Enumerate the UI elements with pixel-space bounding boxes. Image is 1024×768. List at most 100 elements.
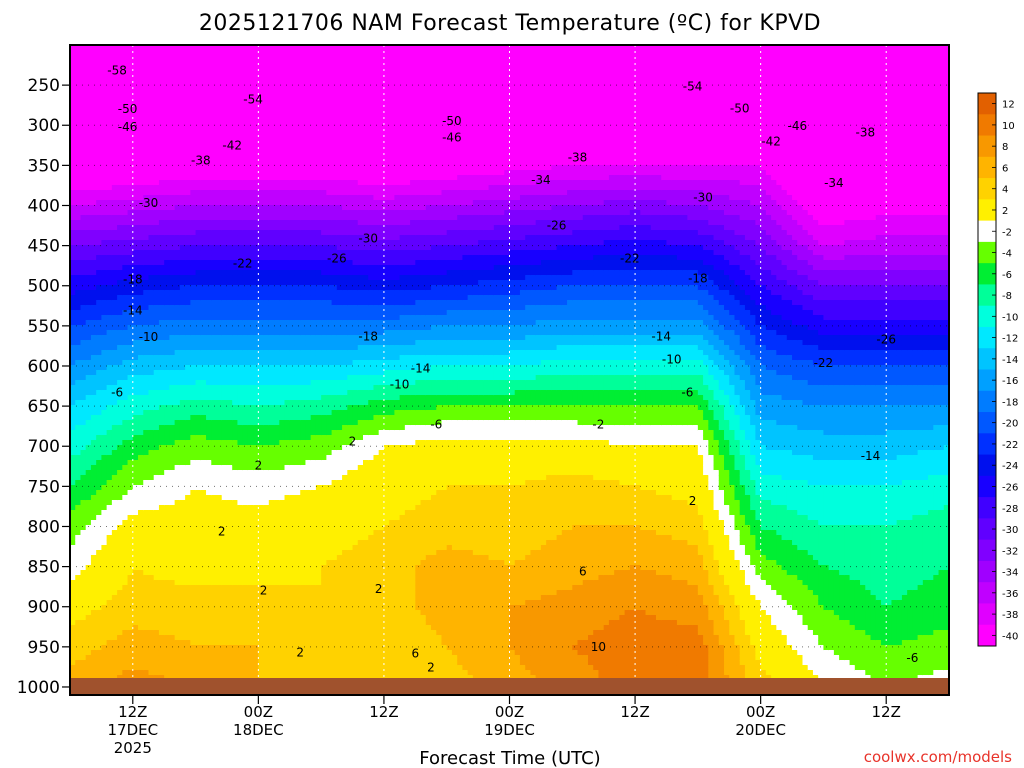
field-cell	[75, 520, 82, 526]
field-cell	[117, 55, 123, 61]
field-cell	[90, 465, 97, 471]
field-cell	[221, 180, 228, 186]
field-cell	[153, 460, 160, 466]
field-cell	[106, 140, 113, 146]
field-cell	[164, 505, 171, 511]
field-cell	[143, 610, 150, 616]
field-cell	[195, 630, 202, 636]
field-cell	[247, 265, 254, 271]
field-cell	[101, 110, 108, 116]
field-cell	[185, 440, 191, 446]
field-cell	[190, 60, 197, 66]
field-cell	[258, 170, 265, 176]
field-cell	[206, 55, 212, 61]
field-cell	[190, 95, 197, 101]
field-cell	[206, 490, 212, 496]
field-cell	[185, 115, 191, 121]
field-cell	[206, 395, 212, 401]
field-cell	[70, 555, 76, 561]
field-cell	[200, 545, 207, 551]
field-cell	[221, 335, 228, 341]
field-cell	[138, 170, 144, 176]
field-cell	[253, 490, 259, 496]
field-cell	[179, 640, 186, 646]
field-cell	[143, 365, 150, 371]
field-cell	[232, 180, 239, 186]
field-cell	[185, 640, 191, 646]
field-cell	[101, 210, 108, 216]
field-cell	[226, 255, 233, 261]
field-cell	[200, 640, 207, 646]
field-cell	[158, 195, 165, 201]
field-cell	[247, 285, 254, 291]
field-cell	[216, 125, 223, 131]
field-cell	[263, 340, 270, 346]
field-cell	[70, 155, 76, 161]
field-cell	[190, 130, 197, 136]
field-cell	[96, 95, 102, 101]
field-cell	[101, 630, 108, 636]
field-cell	[90, 145, 97, 151]
field-cell	[138, 110, 144, 116]
field-cell	[164, 460, 171, 466]
field-cell	[122, 175, 129, 181]
field-cell	[195, 540, 202, 546]
field-cell	[117, 205, 123, 211]
field-cell	[242, 315, 249, 321]
field-cell	[143, 205, 150, 211]
field-cell	[200, 670, 207, 676]
field-cell	[185, 360, 191, 366]
field-cell	[195, 555, 202, 561]
field-cell	[158, 290, 165, 296]
field-cell	[242, 455, 249, 461]
field-cell	[164, 135, 171, 141]
field-cell	[263, 565, 270, 571]
field-cell	[263, 245, 270, 251]
field-cell	[122, 625, 129, 631]
field-cell	[111, 495, 118, 501]
field-cell	[143, 80, 150, 86]
field-cell	[85, 210, 92, 216]
field-cell	[247, 140, 254, 146]
field-cell	[111, 365, 118, 371]
field-cell	[101, 415, 108, 421]
field-cell	[206, 290, 212, 296]
field-cell	[90, 55, 97, 61]
field-cell	[200, 185, 207, 191]
field-cell	[221, 605, 228, 611]
field-cell	[200, 170, 207, 176]
field-cell	[148, 280, 155, 286]
field-cell	[258, 230, 265, 236]
field-cell	[80, 90, 87, 96]
chart-title: 2025121706 NAM Forecast Temperature (ºC)…	[199, 11, 821, 36]
field-cell	[153, 55, 160, 61]
field-cell	[111, 225, 118, 231]
field-cell	[232, 450, 239, 456]
field-cell	[75, 185, 82, 191]
field-cell	[185, 460, 191, 466]
field-cell	[127, 475, 134, 481]
field-cell	[211, 665, 218, 671]
field-cell	[153, 105, 160, 111]
field-cell	[70, 65, 76, 71]
field-cell	[143, 60, 150, 66]
field-cell	[200, 55, 207, 61]
field-cell	[200, 85, 207, 91]
field-cell	[190, 240, 197, 246]
field-cell	[221, 145, 228, 151]
field-cell	[70, 290, 76, 296]
field-cell	[185, 210, 191, 216]
field-cell	[185, 160, 191, 166]
field-cell	[153, 525, 160, 531]
field-cell	[263, 600, 270, 606]
field-cell	[138, 455, 144, 461]
field-cell	[132, 365, 139, 371]
field-cell	[174, 495, 181, 501]
field-cell	[169, 235, 176, 241]
field-cell	[143, 490, 150, 496]
field-cell	[153, 590, 160, 596]
field-cell	[75, 435, 82, 441]
field-cell	[237, 655, 244, 661]
field-cell	[169, 650, 176, 656]
field-cell	[258, 550, 265, 556]
